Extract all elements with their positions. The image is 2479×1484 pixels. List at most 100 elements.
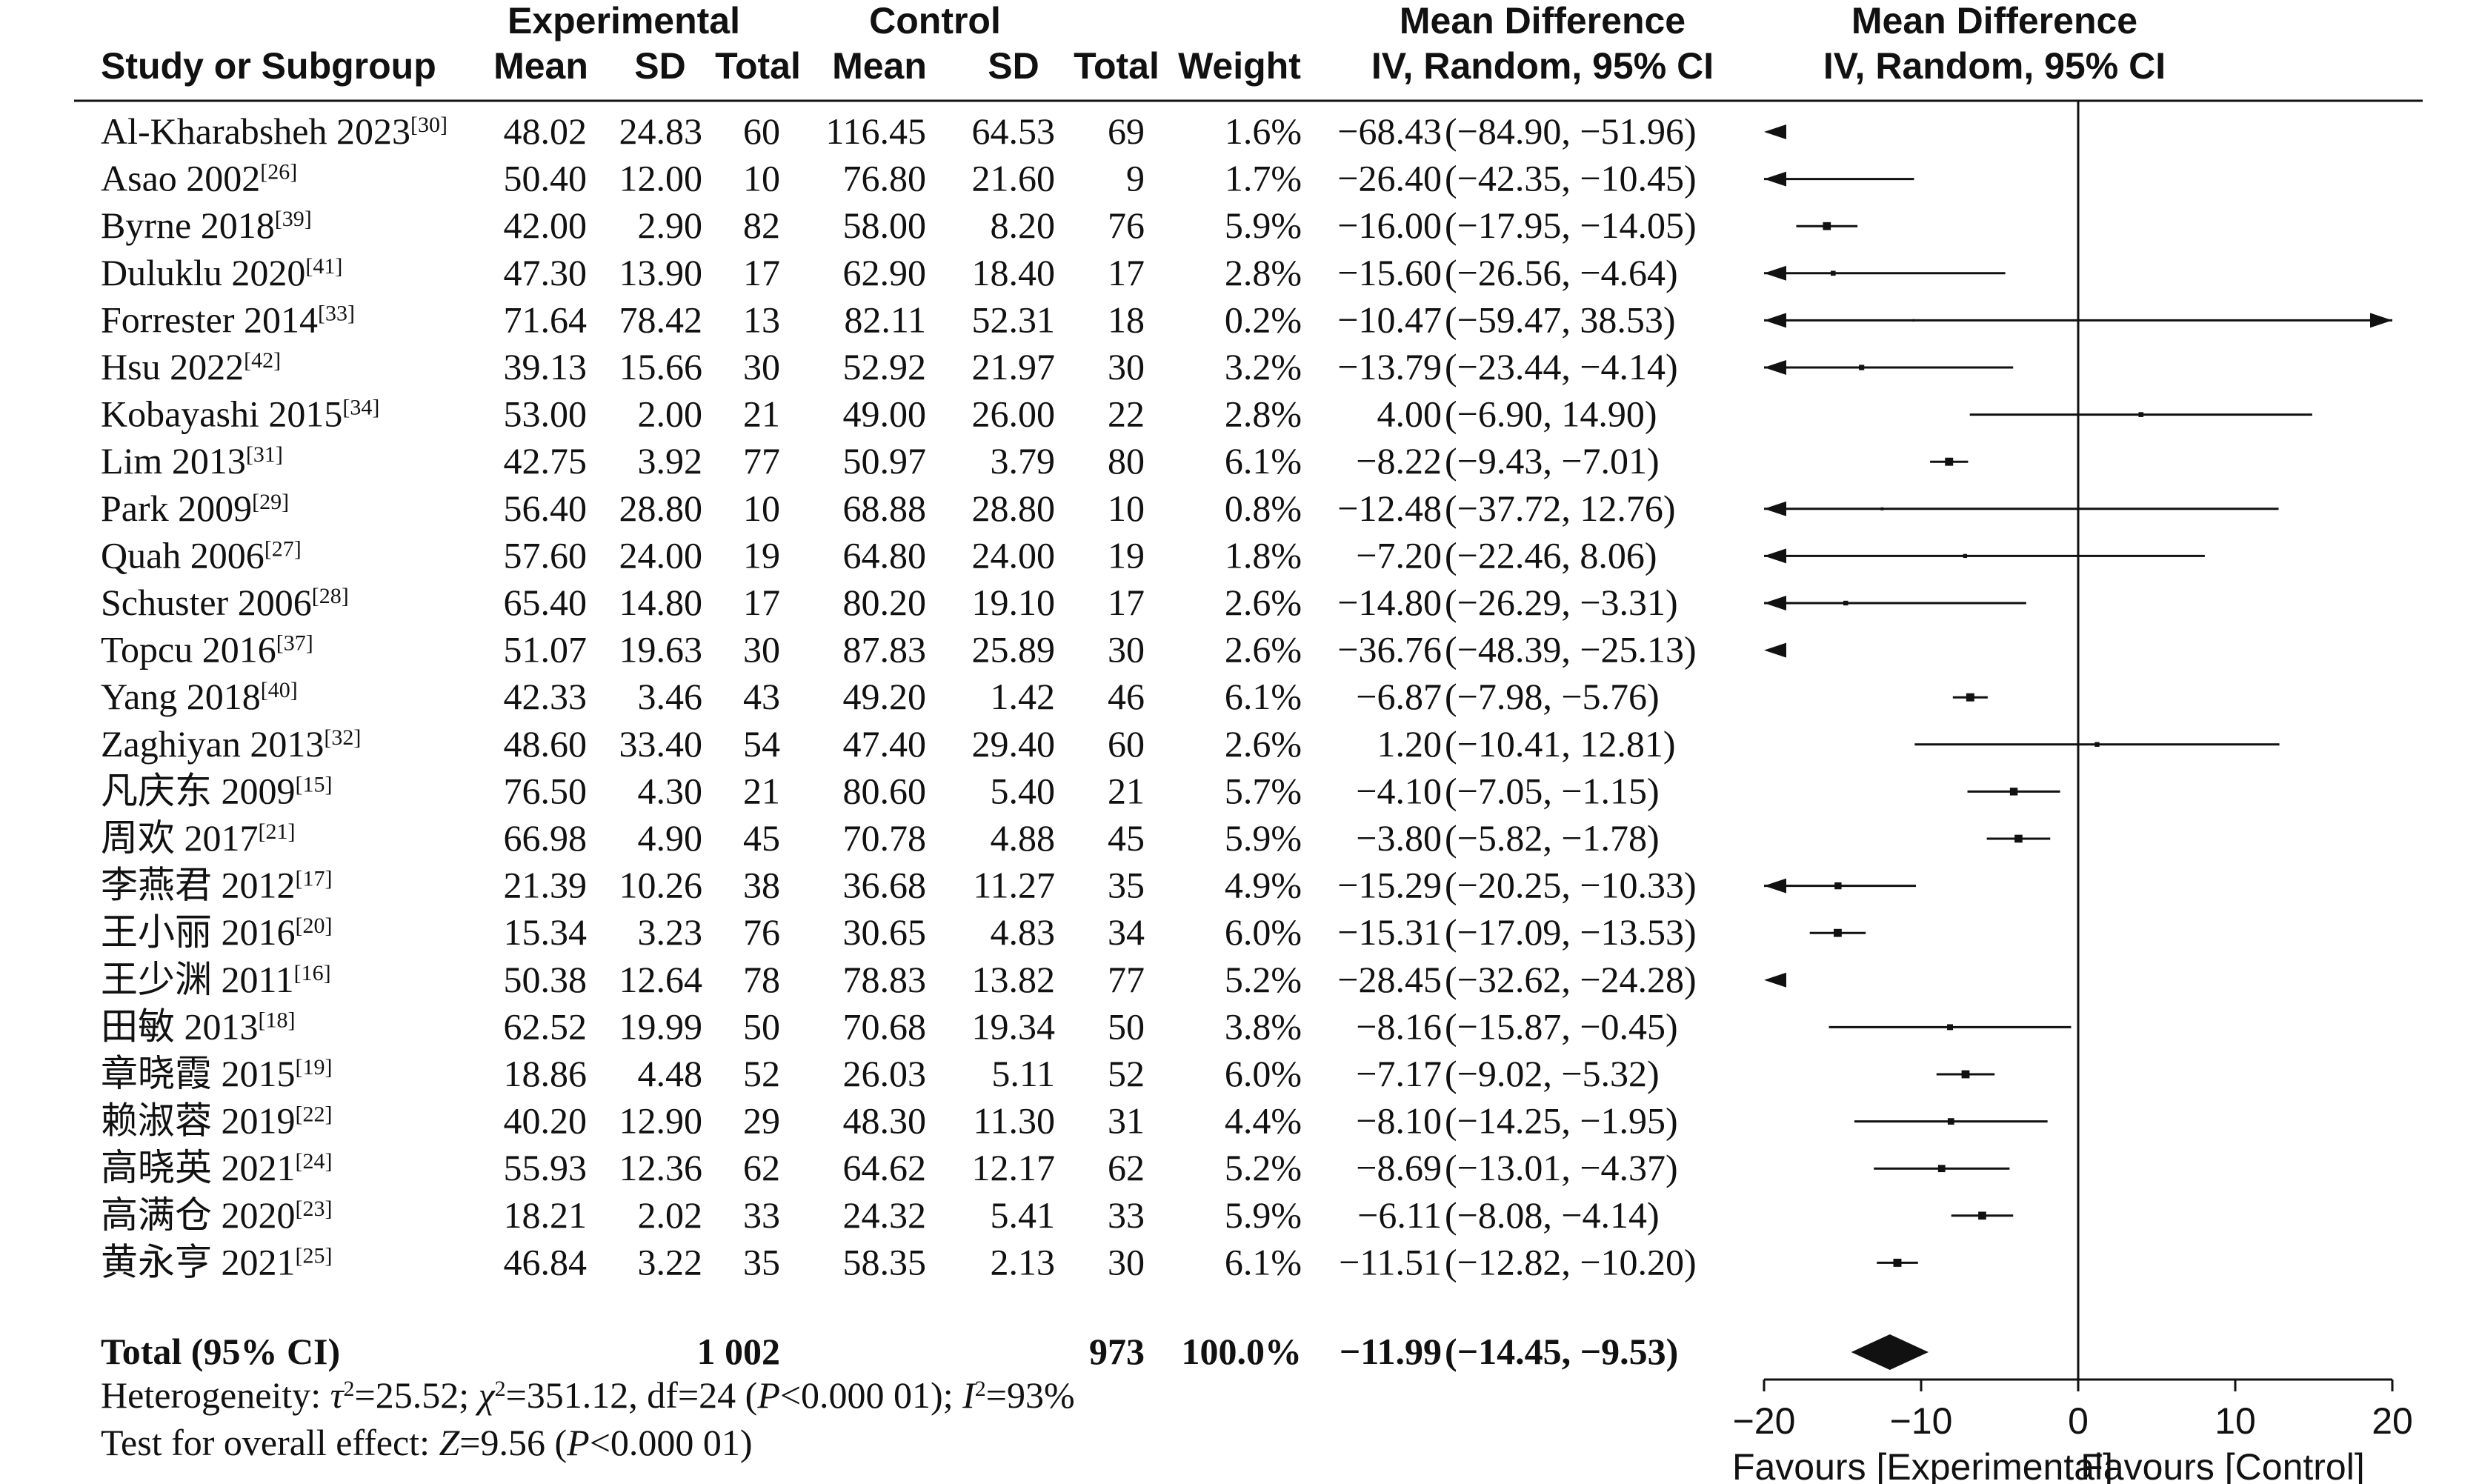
ctrl-sd-cell: 25.89 <box>972 629 1056 671</box>
weight-cell: 3.8% <box>1225 1005 1302 1047</box>
md-value-cell: −8.16 <box>1356 1005 1442 1047</box>
study-ci <box>1796 222 1858 230</box>
ctrl-sd-cell: 21.97 <box>972 346 1056 387</box>
ci-value-cell: (−8.08, −4.14) <box>1445 1194 1660 1236</box>
exp-mean-cell: 50.38 <box>504 959 588 1000</box>
plot-method: IV, Random, 95% CI <box>1823 45 2166 87</box>
study-ci <box>1764 972 1786 988</box>
study-rows: Al-Kharabsheh 2023[30] 48.02 24.83 60 116.45… <box>101 110 1697 1372</box>
exp-mean-cell: 47.30 <box>504 252 588 293</box>
exp-mean-cell: 18.21 <box>504 1194 588 1236</box>
total-md: −11.99 <box>1340 1331 1442 1372</box>
exp-mean-cell: 39.13 <box>504 346 588 387</box>
ctrl-mean-header: Mean <box>832 45 927 87</box>
ctrl-total-cell: 30 <box>1108 1241 1145 1282</box>
exp-sd-cell: 15.66 <box>619 346 703 387</box>
ctrl-sd-cell: 21.60 <box>972 158 1056 199</box>
study-reference: [23] <box>296 1196 333 1220</box>
exp-sd-cell: 2.02 <box>638 1194 703 1236</box>
exp-sd-cell: 13.90 <box>619 252 703 293</box>
ctrl-total-cell: 31 <box>1108 1100 1145 1142</box>
exp-sd-cell: 2.90 <box>638 204 703 246</box>
ctrl-total-cell: 33 <box>1108 1194 1145 1236</box>
point-estimate <box>1937 1165 1946 1173</box>
ctrl-mean-cell: 87.83 <box>843 629 927 671</box>
study-ci <box>1764 878 1917 894</box>
ctrl-sd-cell: 4.88 <box>991 817 1056 859</box>
ci-value-cell: (−10.41, 12.81) <box>1445 723 1676 765</box>
study-reference: [27] <box>264 536 302 561</box>
exp-total-cell: 10 <box>743 158 780 199</box>
exp-mean-cell: 55.93 <box>504 1147 588 1188</box>
study-row: 王小丽 2016[20] 15.34 3.23 76 30.65 4.83 34 6.0% −1… <box>101 911 1697 953</box>
study-reference: [19] <box>296 1055 333 1079</box>
exp-total-cell: 33 <box>743 1194 780 1236</box>
study-name: Byrne 2018[39] <box>101 204 312 246</box>
study-row: 王少渊 2011[16] 50.38 12.64 78 78.83 13.82 77 5.2%… <box>101 959 1697 1000</box>
point-estimate <box>1945 457 1954 466</box>
exp-mean-cell: 42.75 <box>504 440 588 482</box>
study-ci <box>1874 1165 2010 1173</box>
point-estimate <box>1978 1211 1986 1220</box>
weight-cell: 5.2% <box>1225 959 1302 1000</box>
weight-cell: 3.2% <box>1225 346 1302 387</box>
ctrl-total-cell: 30 <box>1108 629 1145 671</box>
ctrl-sd-cell: 13.82 <box>972 959 1056 1000</box>
study-ci <box>1764 124 1786 139</box>
weight-cell: 0.2% <box>1225 299 1302 340</box>
ctrl-sd-cell: 52.31 <box>972 299 1056 340</box>
md-value-cell: −3.80 <box>1356 817 1442 859</box>
study-ci <box>1936 1070 1995 1079</box>
ci-arrow <box>1764 972 1786 988</box>
md-value-cell: −12.48 <box>1337 488 1442 529</box>
ctrl-sd-cell: 19.10 <box>972 582 1056 623</box>
ctrl-sd-cell: 5.40 <box>991 770 1056 811</box>
exp-sd-cell: 3.22 <box>638 1241 703 1282</box>
study-name: Quah 2006[27] <box>101 534 302 576</box>
point-estimate <box>1893 1258 1902 1267</box>
ctrl-mean-cell: 70.68 <box>843 1005 927 1047</box>
study-row: 高满仓 2020[23] 18.21 2.02 33 24.32 5.41 33 5.9% −6… <box>101 1194 1660 1236</box>
weight-cell: 1.8% <box>1225 534 1302 576</box>
ci-arrow <box>1764 265 1786 281</box>
ctrl-sd-cell: 4.83 <box>991 911 1056 953</box>
study-row: Duluklu 2020[41] 47.30 13.90 17 62.90 18.40 17… <box>101 252 1678 293</box>
exp-total-cell: 78 <box>743 959 780 1000</box>
x-tick-label: 10 <box>2215 1400 2256 1442</box>
ctrl-sd-cell: 2.13 <box>991 1241 1056 1282</box>
study-row: Zaghiyan 2013[32] 48.60 33.40 54 47.40 29.40 6… <box>101 723 1676 765</box>
study-ci <box>1764 360 2014 375</box>
point-estimate <box>1966 693 1974 702</box>
exp-total-cell: 13 <box>743 299 780 340</box>
ci-arrow <box>1764 642 1786 658</box>
ctrl-total-cell: 21 <box>1108 770 1145 811</box>
study-ci <box>1914 742 2280 747</box>
point-estimate <box>1834 882 1842 890</box>
total-ci: (−14.45, −9.53) <box>1445 1331 1678 1372</box>
study-row: Lim 2013[31] 42.75 3.92 77 50.97 3.79 80 6.1% −8… <box>101 440 1660 482</box>
weight-cell: 1.6% <box>1225 110 1302 152</box>
md-value-cell: −7.17 <box>1356 1053 1442 1094</box>
weight-cell: 5.9% <box>1225 817 1302 859</box>
ci-arrow <box>1764 596 1786 610</box>
study-name: 赖淑蓉 2019[22] <box>101 1100 332 1142</box>
weight-cell: 2.6% <box>1225 582 1302 623</box>
point-estimate <box>1912 319 1915 322</box>
study-reference: [39] <box>275 207 312 231</box>
study-row: Quah 2006[27] 57.60 24.00 19 64.80 24.00 19 1.8… <box>101 534 1657 576</box>
md-value-cell: −68.43 <box>1337 110 1442 152</box>
ctrl-total-cell: 80 <box>1108 440 1145 482</box>
overall-effect-text: Test for overall effect: Z=9.56 (P<0.000… <box>101 1422 753 1463</box>
study-ci <box>1854 1118 2048 1125</box>
weight-cell: 5.2% <box>1225 1147 1302 1188</box>
total-label: Total (95% CI) <box>101 1331 340 1372</box>
pooled-diamond <box>1851 1334 1929 1370</box>
point-estimate <box>2094 742 2100 747</box>
ctrl-sd-cell: 28.80 <box>972 488 1056 529</box>
study-row: 李燕君 2012[17] 21.39 10.26 38 36.68 11.27 35 4.9%… <box>101 865 1697 906</box>
study-name: 王小丽 2016[20] <box>101 911 332 953</box>
weight-cell: 2.8% <box>1225 252 1302 293</box>
exp-total-cell: 76 <box>743 911 780 953</box>
study-name: 高满仓 2020[23] <box>101 1194 332 1236</box>
ci-arrow <box>1764 548 1786 564</box>
